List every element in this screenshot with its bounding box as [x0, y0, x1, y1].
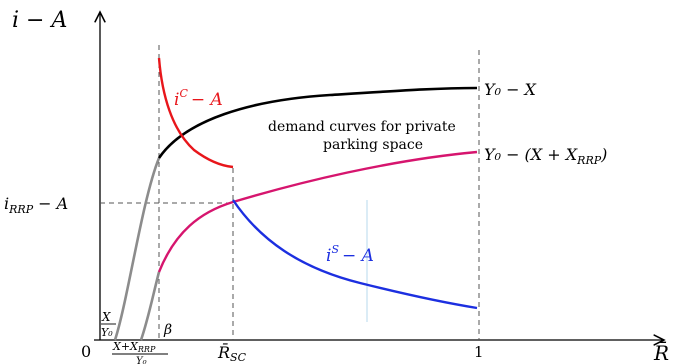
tick-frac1-num: X [101, 310, 111, 324]
x-tick-rsc: R̄SC [217, 341, 247, 364]
tick-frac2-den: Y₀ [136, 356, 147, 364]
annotation-line2: parking space [323, 137, 423, 153]
x-axis-label: R̄ [653, 340, 669, 364]
annotation-line1: demand curves for private [268, 119, 456, 135]
lower-curve-label: Y₀ − (X + XRRP) [484, 145, 607, 167]
black-curve-upper [157, 86, 478, 159]
x-tick-one: 1 [474, 343, 484, 361]
tick-frac1-den: Y₀ [101, 326, 113, 339]
origin-label: 0 [81, 342, 91, 361]
magenta-curve [157, 150, 478, 273]
upper-curve-label: Y₀ − X [484, 80, 537, 99]
tick-frac2-num: X+XRRP [112, 340, 156, 354]
gray-curve-lower [139, 271, 161, 341]
is-curve-label: iS − A [326, 243, 374, 266]
y-tick-irrp: iRRP − A [4, 194, 68, 216]
red-curve-ic [157, 57, 234, 169]
ic-curve-label: iC − A [174, 87, 223, 110]
blue-curve-is [232, 199, 478, 310]
gray-curve-upper [113, 157, 161, 341]
beta-label: β [163, 322, 172, 338]
y-axis-label: i − A [12, 8, 67, 33]
